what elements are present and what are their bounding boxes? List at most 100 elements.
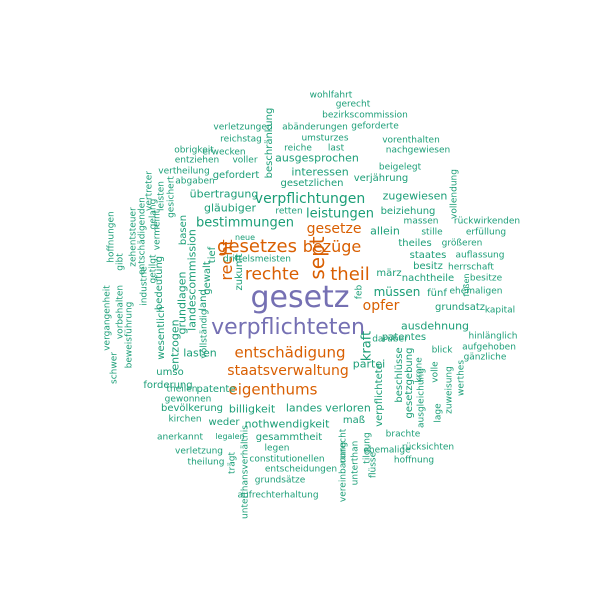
word-gewonnen: gewonnen [164,394,212,405]
word-verloren: verloren [325,401,371,415]
word-maß: maß [342,415,366,426]
word-abgaben: abgaben [175,176,215,187]
word-ehemalige: ehemalige [363,445,411,456]
word-verjährung: verjährung [353,173,409,184]
word-hoffnung: hoffnung [393,455,435,466]
word-patentes: patentes [381,332,427,343]
word-constitutionellen: constitutionellen [249,454,325,465]
word-leistungen: leistungen [305,206,375,222]
word-umso: umso [156,367,184,378]
word-gefordert: gefordert [212,170,260,181]
word-vertreter: vertreter [144,171,155,211]
word-zugewiesen: zugewiesen [382,189,448,203]
word-gänzliche: gänzliche [463,352,507,363]
word-entschädigung: entschädigung [234,343,346,362]
word-darüber: darüber [372,334,408,345]
word-ausgleichung: ausgleichung [416,368,427,428]
word-nachtheile: nachtheile [401,273,455,284]
word-bevölkerung: bevölkerung [160,403,224,414]
word-übertragung: übertragung [189,187,259,201]
word-verpflichtete: verpflichtete [374,363,385,427]
word-massen: massen [403,216,439,227]
word-umsturzes: umsturzes [301,133,349,144]
word-reiche: reiche [284,143,312,154]
word-vollendung: vollendung [449,169,460,219]
word-partei: partei [352,357,386,371]
word-entscheidungen: entscheidungen [264,464,338,475]
word-ausdehnung: ausdehnung [400,319,470,333]
word-trägt: trägt [227,452,238,474]
word-brachte: brachte [385,429,421,440]
word-müssen: müssen [373,285,421,299]
word-staatsverwaltung: staatsverwaltung [227,363,349,379]
word-opfer: opfer [362,298,400,314]
word-forderung: forderung [143,380,193,391]
word-tilgung: tilgung [362,432,373,464]
word-fünf: fünf [427,288,447,299]
word-werthes: werthes [456,359,467,397]
word-entzogen: entzogen [168,319,182,371]
word-beschränkung: beschränkung [264,107,275,179]
word-stille: stille [421,227,443,238]
word-vollständig: vollständig [199,309,210,359]
word-herrschaft: herrschaft [448,262,494,273]
word-drittelsmeisten: drittelsmeisten [223,254,291,265]
word-theilen: theilen [166,384,198,395]
word-gibt: gibt [115,253,126,271]
word-retten: retten [275,206,303,217]
word-rückwirkenden: rückwirkenden [453,216,521,227]
word-last: last [327,143,345,154]
word-geforderte: geforderte [351,121,399,132]
word-interessen: interessen [291,165,349,179]
word-schwer: schwer [109,352,120,384]
word-hinlänglich: hinlänglich [468,331,518,342]
word-hoffnungen: hoffnungen [106,211,117,263]
word-landes: landes [285,401,323,415]
word-bezüge: bezüge [302,237,362,256]
word-leisten: leisten [156,181,167,211]
word-grundsätze: grundsätze [254,475,306,486]
word-beiziehung: beiziehung [380,206,436,217]
word-gesetzes: gesetzes [217,236,297,257]
word-weder: weder [208,417,240,428]
word-verletzungen: verletzungen [213,122,273,133]
word-getilgt: getilgt [148,254,159,284]
word-gesetze: gesetze [306,221,362,237]
word-gesichert: gesichert [166,176,177,218]
word-bezirkscommission: bezirkscommission [322,110,408,121]
word-gesetzlichen: gesetzlichen [280,178,344,189]
word-vergangenheit: vergangenheit [102,285,113,351]
word-unterthan: unterthan [350,440,361,486]
word-rechte: rechte [244,264,300,285]
word-beweisführung: beweisführung [124,301,135,369]
word-tief: tief [207,246,218,264]
word-bestimmungen: bestimmungen [195,215,295,231]
word-wohlfahrt: wohlfahrt [309,90,353,101]
word-gesetzgebung: gesetzgebung [404,347,415,419]
word-grundsatz: grundsatz [435,302,485,313]
word-aufgehoben: aufgehoben [462,342,516,353]
word-beigelegt: beigelegt [378,162,422,173]
word-legalen: legalen [215,432,245,441]
word-gesetz: gesetz [250,280,350,315]
word-anerkannt: anerkannt [157,432,203,443]
word-blick: blick [431,345,453,356]
word-zuweisung: zuweisung [444,366,455,414]
word-fußen: fußen [462,273,471,297]
word-kapital: kapital [484,305,516,316]
word-gesammtheit: gesammtheit [255,432,323,443]
word-abänderungen: abänderungen [282,122,348,133]
word-legen: legen [264,443,290,454]
word-verpflichteten: verpflichteten [211,315,365,340]
word-theilung: theilung [187,457,225,468]
word-wesentlich: wesentlich [156,306,167,360]
word-patente: patente [196,384,236,395]
word-allein: allein [370,224,400,238]
word-nachgewiesen: nachgewiesen [385,145,451,156]
word-größeren: größeren [441,238,483,249]
word-basen: basen [178,214,189,246]
word-gerecht: gerecht [335,99,371,110]
word-vertheilung: vertheilung [158,166,210,177]
word-ausgesprochen: ausgesprochen [275,151,359,165]
